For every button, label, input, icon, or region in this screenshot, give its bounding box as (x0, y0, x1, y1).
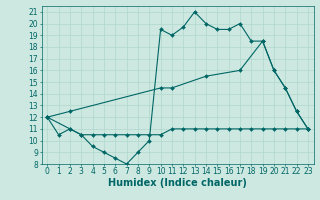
X-axis label: Humidex (Indice chaleur): Humidex (Indice chaleur) (108, 178, 247, 188)
